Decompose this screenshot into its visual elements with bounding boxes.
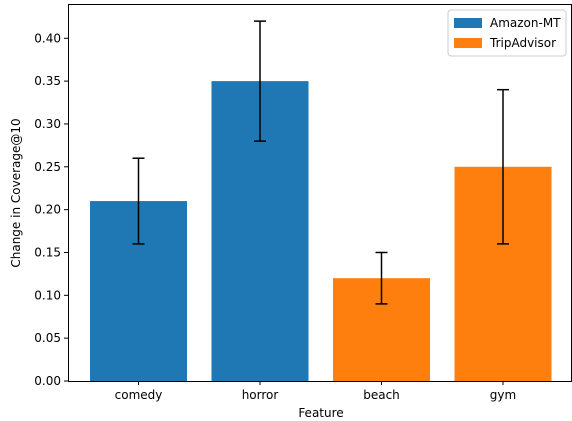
- y-tick-label: 0.10: [34, 288, 61, 302]
- y-tick-label: 0.20: [34, 203, 61, 217]
- legend-swatch-1: [454, 38, 482, 48]
- x-tick-label-beach: beach: [363, 388, 400, 402]
- y-tick-label: 0.25: [34, 160, 61, 174]
- x-axis-label: Feature: [298, 406, 343, 420]
- y-tick-label: 0.40: [34, 31, 61, 45]
- legend-swatch-0: [454, 18, 482, 28]
- y-axis-label: Change in Coverage@10: [9, 118, 23, 267]
- y-tick-label: 0.35: [34, 74, 61, 88]
- legend-label-1: TripAdvisor: [489, 36, 556, 50]
- legend: Amazon-MT TripAdvisor: [447, 9, 567, 57]
- x-tick-label-gym: gym: [490, 388, 516, 402]
- y-tick-label: 0.05: [34, 331, 61, 345]
- x-tick-label-comedy: comedy: [115, 388, 163, 402]
- y-tick-label: 0.15: [34, 245, 61, 259]
- y-tick-label: 0.30: [34, 117, 61, 131]
- y-tick-label: 0.00: [34, 374, 61, 388]
- legend-label-0: Amazon-MT: [490, 16, 561, 30]
- plot-area: 0.00 0.05 0.10 0.15 0.20 0.25 0.30 0.35 0.40 come…: [34, 4, 572, 402]
- x-tick-label-horror: horror: [242, 388, 279, 402]
